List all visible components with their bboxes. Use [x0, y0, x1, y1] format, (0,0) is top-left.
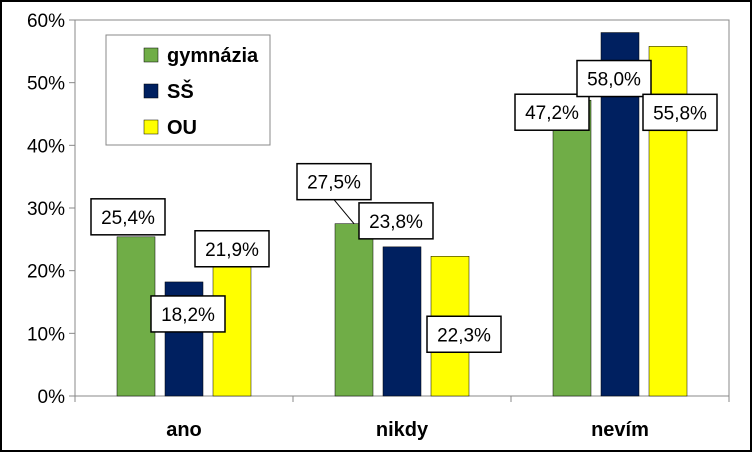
y-tick-label: 60% [27, 11, 65, 32]
data-label-box [296, 162, 372, 201]
legend-swatch [143, 119, 159, 135]
data-label: 18,2% [161, 305, 215, 326]
legend-label: gymnázia [167, 45, 259, 67]
data-label-box [358, 202, 434, 240]
legend-box [105, 34, 271, 146]
data-label-box [576, 59, 652, 98]
bar-SŠ-nikdy [382, 246, 422, 397]
y-tick-label: 30% [27, 199, 65, 220]
legend-swatch [143, 83, 159, 99]
bar-gymnázia-ano [116, 236, 156, 397]
x-category-label: ano [166, 419, 202, 441]
x-category-label: nikdy [376, 419, 429, 441]
data-label: 25,4% [101, 208, 155, 229]
y-tick-label: 50% [27, 74, 65, 95]
data-label-box [90, 198, 166, 236]
data-label-box [514, 93, 590, 131]
y-tick-label: 0% [38, 387, 66, 408]
data-label: 47,2% [525, 103, 579, 124]
data-label: 22,3% [437, 325, 491, 346]
data-label: 23,8% [369, 212, 423, 233]
y-tick-label: 20% [27, 262, 65, 283]
legend-label: SŠ [167, 79, 194, 103]
x-category-label: nevím [591, 419, 649, 441]
data-label: 58,0% [587, 70, 641, 91]
legend-label: OU [167, 117, 197, 139]
data-label-box [426, 315, 502, 354]
bar-gymnázia-nevím [552, 99, 592, 397]
data-label-box [642, 93, 718, 132]
data-label-leader [333, 199, 355, 224]
data-label-box [194, 230, 270, 268]
bar-gymnázia-nikdy [334, 223, 374, 397]
y-tick-label: 10% [27, 324, 65, 345]
data-label: 21,9% [205, 240, 259, 261]
y-tick-label: 40% [27, 136, 65, 157]
legend-swatch [143, 47, 159, 63]
data-label: 27,5% [307, 173, 361, 194]
data-label: 55,8% [653, 103, 707, 124]
data-label-box [150, 295, 226, 333]
